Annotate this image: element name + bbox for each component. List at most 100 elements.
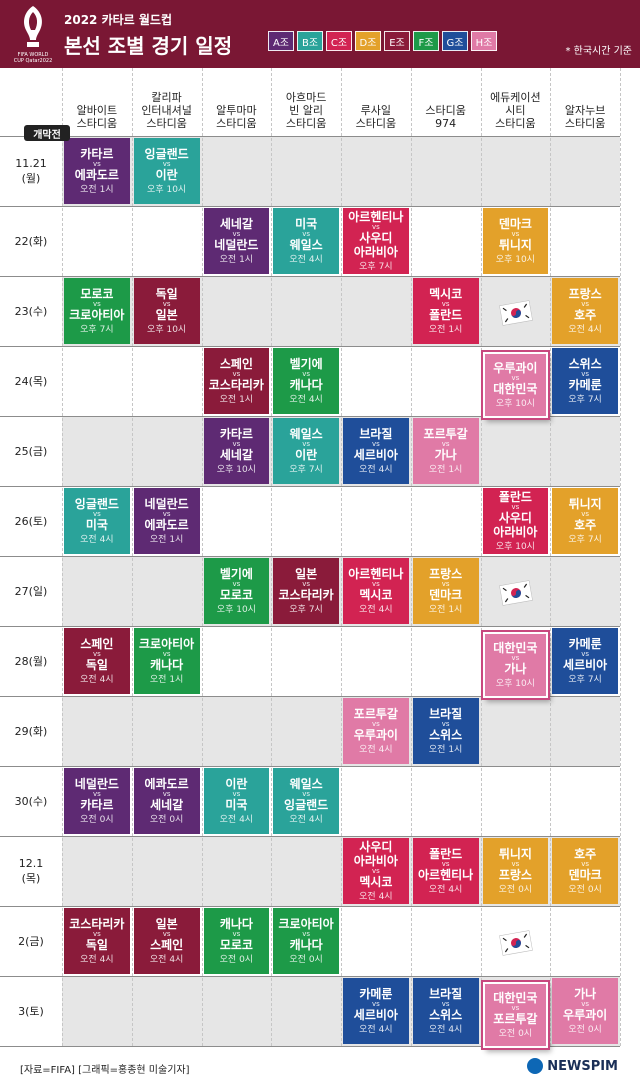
vs-label: vs <box>232 229 241 238</box>
kickoff-time: 오후 10시 <box>147 184 187 195</box>
kickoff-time: 오전 0시 <box>289 954 323 965</box>
vs-label: vs <box>302 929 311 938</box>
away-team: 모로코 <box>219 587 253 602</box>
legend-group-g: G조 <box>442 31 468 51</box>
match-cell: 포르투갈 vs 가나 오전 1시 <box>412 418 479 484</box>
home-team: 카타르 <box>80 146 114 161</box>
kickoff-time: 오전 0시 <box>498 1028 533 1039</box>
home-team: 웨일스 <box>289 426 323 441</box>
away-team: 독일 <box>85 657 108 672</box>
footer-credit: [자료=FIFA] [그래픽=홍종현 미술기자] <box>20 1065 190 1076</box>
vs-label: vs <box>92 159 101 168</box>
match-cell: 세네갈 vs 네덜란드 오전 1시 <box>203 208 270 274</box>
vs-label: vs <box>371 439 380 448</box>
row-divider <box>0 556 620 557</box>
row-divider <box>0 1046 620 1047</box>
date-text: 23(수) <box>14 304 48 318</box>
match-cell: 덴마크 vs 튀니지 오후 10시 <box>482 208 549 274</box>
match-cell: 스페인 vs 코스타리카 오전 1시 <box>203 348 270 414</box>
vs-label: vs <box>92 299 101 308</box>
column-divider <box>202 68 203 1046</box>
date-label: 22(화) <box>0 206 62 276</box>
row-divider <box>0 136 620 137</box>
date-text: 22(화) <box>14 234 48 248</box>
date-label: 29(화) <box>0 696 62 766</box>
legend-group-a: A조 <box>268 31 294 51</box>
date-text: 24(목) <box>14 374 48 388</box>
match-cell: 튀니지 vs 프랑스 오전 0시 <box>482 838 549 904</box>
newspim-text: NEWSPIM <box>547 1058 618 1074</box>
kickoff-time: 오전 1시 <box>428 324 463 335</box>
home-team: 대한민국 <box>493 640 538 655</box>
kickoff-time: 오후 10시 <box>216 604 256 615</box>
date-label: 23(수) <box>0 276 62 346</box>
away-team: 독일 <box>85 937 108 952</box>
vs-label: vs <box>302 789 311 798</box>
away-team: 호주 <box>574 307 597 322</box>
opening-match-badge: 개막전 <box>24 125 70 141</box>
vs-label: vs <box>162 929 171 938</box>
home-team: 우루과이 <box>493 360 538 375</box>
kickoff-time: 오전 1시 <box>219 394 254 405</box>
home-team: 튀니지 <box>568 496 602 511</box>
vs-label: vs <box>162 299 171 308</box>
stadium-name: 루사일 스타디움 <box>355 104 397 130</box>
home-team: 브라질 <box>429 986 463 1001</box>
match-cell: 에콰도르 vs 세네갈 오전 0시 <box>133 768 200 834</box>
match-cell: 스위스 vs 카메룬 오후 7시 <box>552 348 618 414</box>
home-team: 스페인 <box>80 636 114 651</box>
away-team: 멕시코 <box>359 874 393 889</box>
header: FIFA WORLD CUP Qatar2022 2022 카타르 월드컵 본선… <box>0 0 640 68</box>
kickoff-time: 오전 1시 <box>80 184 114 195</box>
home-team: 프랑스 <box>429 566 463 581</box>
match-cell: 웨일스 vs 잉글랜드 오전 4시 <box>273 768 339 834</box>
date-label: 27(일) <box>0 556 62 626</box>
match-cell: 캐나다 vs 모로코 오전 0시 <box>203 908 270 974</box>
away-team: 에콰도르 <box>144 517 189 532</box>
home-team: 아르헨티나 <box>348 566 404 581</box>
away-team: 카타르 <box>80 797 114 812</box>
home-team: 카메룬 <box>568 636 602 651</box>
kickoff-time: 오전 4시 <box>80 674 114 685</box>
row-divider <box>0 346 620 347</box>
vs-label: vs <box>581 999 590 1008</box>
legend-group-d: D조 <box>355 31 381 51</box>
away-team: 가나 <box>504 661 527 676</box>
kickoff-time: 오후 10시 <box>495 254 535 265</box>
legend-group-b: B조 <box>297 31 323 51</box>
vs-label: vs <box>441 579 450 588</box>
away-team: 네덜란드 <box>214 237 259 252</box>
home-team: 사우디 아라비아 <box>353 839 398 868</box>
page-title: 본선 조별 경기 일정 <box>64 34 233 58</box>
kickoff-time: 오전 0시 <box>568 884 602 895</box>
away-team: 덴마크 <box>568 867 602 882</box>
stadium-name: 알자누브 스타디움 <box>564 104 606 130</box>
row-divider <box>0 486 620 487</box>
kickoff-time: 오전 4시 <box>428 1024 463 1035</box>
newspim-logo: NEWSPIM <box>527 1058 618 1074</box>
home-team: 크로아티아 <box>139 636 195 651</box>
row-divider <box>0 416 620 417</box>
vs-label: vs <box>232 579 241 588</box>
home-team: 미국 <box>295 216 318 231</box>
stadium-header: 스타디움 974 <box>411 68 481 136</box>
legend-group-f: F조 <box>413 31 439 51</box>
vs-label: vs <box>441 859 450 868</box>
vs-label: vs <box>162 649 171 658</box>
date-text: 12.1 (목) <box>18 857 44 885</box>
korea-match-cell: 대한민국 vs 포르투갈 오전 0시 <box>482 982 549 1048</box>
home-team: 스위스 <box>568 356 602 371</box>
page-subtitle: 2022 카타르 월드컵 <box>64 13 172 27</box>
away-team: 튀니지 <box>498 237 532 252</box>
vs-label: vs <box>162 789 171 798</box>
vs-label: vs <box>581 509 590 518</box>
match-cell: 브라질 vs 스위스 오전 1시 <box>412 698 479 764</box>
column-divider <box>411 68 412 1046</box>
kickoff-time: 오전 4시 <box>289 254 323 265</box>
kickoff-time: 오전 1시 <box>219 254 254 265</box>
away-team: 에콰도르 <box>74 167 119 182</box>
away-team: 스페인 <box>150 937 184 952</box>
vs-label: vs <box>511 1003 520 1012</box>
away-team: 스위스 <box>429 1007 463 1022</box>
